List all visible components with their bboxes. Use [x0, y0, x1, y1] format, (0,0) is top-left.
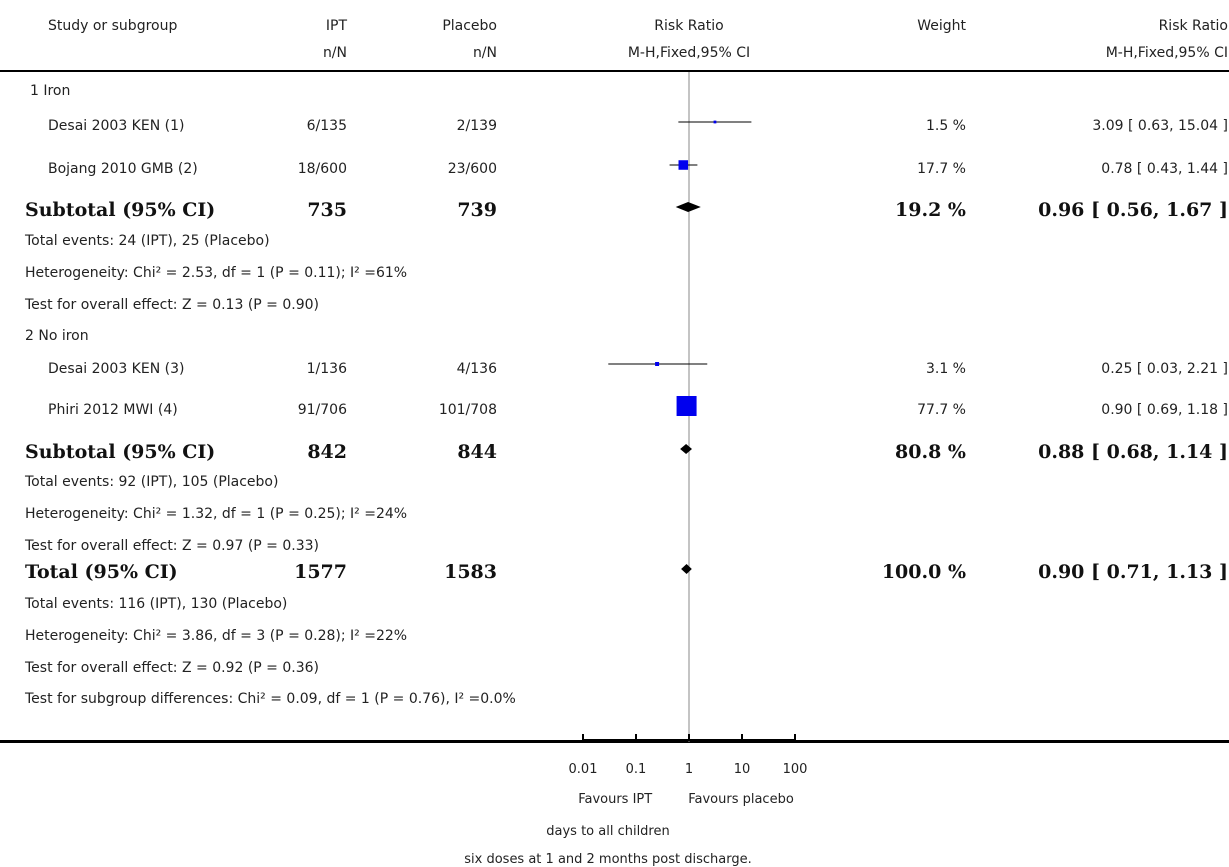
total-label: Total (95% CI) [25, 561, 178, 583]
header-exp: IPT [325, 18, 347, 34]
total-weight: 100.0 % [881, 561, 966, 583]
pooled-diamond [675, 202, 701, 212]
subtotal-exp: 842 [307, 441, 347, 463]
header-ctrl: Placebo [442, 18, 497, 34]
total-ci: 0.90 [ 0.71, 1.13 ] [1038, 561, 1228, 583]
study-ctrl: 23/600 [447, 161, 497, 177]
subtotal-ci: 0.88 [ 0.68, 1.14 ] [1038, 441, 1228, 463]
x-tick-label: 10 [734, 762, 751, 777]
x-tick-label: 1 [685, 762, 693, 777]
study-exp: 91/706 [297, 402, 347, 418]
study-ci: 0.90 [ 0.69, 1.18 ] [1101, 402, 1228, 418]
subtotal-label: Subtotal (95% CI) [25, 199, 216, 221]
events-text: Total events: 92 (IPT), 105 (Placebo) [25, 474, 279, 490]
study-weight: 17.7 % [917, 161, 966, 177]
header-rr: Risk Ratio [1158, 18, 1228, 34]
header-plot-sub: M-H,Fixed,95% CI [627, 45, 751, 61]
subtotal-ci: 0.96 [ 0.56, 1.67 ] [1038, 199, 1228, 221]
study-ctrl: 101/708 [438, 402, 497, 418]
events-text: Total events: 24 (IPT), 25 (Placebo) [25, 233, 270, 249]
study-name: Bojang 2010 GMB (2) [48, 161, 198, 177]
subtotal-weight: 80.8 % [895, 441, 966, 463]
footer-rule [0, 740, 1229, 743]
favours-labels: Favours IPT Favours placebo [566, 793, 806, 806]
group-label: 2 No iron [25, 328, 89, 344]
heterogeneity-text: Heterogeneity: Chi² = 3.86, df = 3 (P = … [25, 628, 408, 644]
favours-left-label: Favours IPT [578, 792, 653, 807]
pooled-diamond [681, 564, 692, 574]
study-name: Desai 2003 KEN (1) [48, 118, 185, 134]
study-weight: 3.1 % [925, 361, 966, 377]
x-tick-label: 0.1 [626, 762, 647, 777]
study-name: Desai 2003 KEN (3) [48, 361, 185, 377]
total-ctrl: 1583 [444, 561, 497, 583]
x-tick-label: 0.01 [569, 762, 598, 777]
study-marker [678, 160, 689, 170]
subtotal-ctrl: 739 [457, 199, 497, 221]
overall-effect-text: Test for overall effect: Z = 0.92 (P = 0… [25, 660, 319, 676]
favours-right-label: Favours placebo [688, 792, 794, 807]
study-exp: 18/600 [297, 161, 347, 177]
study-name: Phiri 2012 MWI (4) [48, 402, 178, 418]
subtotal-exp: 735 [307, 199, 347, 221]
subtotal-ctrl: 844 [457, 441, 497, 463]
x-tick-label: 100 [783, 762, 808, 777]
study-marker [676, 396, 697, 416]
subtotal-weight: 19.2 % [895, 199, 966, 221]
header-ctrl-sub: n/N [472, 45, 497, 61]
header-rr-sub: M-H,Fixed,95% CI [1105, 45, 1228, 61]
header-study: Study or subgroup [48, 18, 178, 34]
footnote-1: days to all children [546, 824, 670, 839]
study-exp: 1/136 [306, 361, 347, 377]
study-ci: 0.25 [ 0.03, 2.21 ] [1101, 361, 1228, 377]
study-ctrl: 4/136 [456, 361, 497, 377]
header-rule [0, 70, 1229, 72]
heterogeneity-text: Heterogeneity: Chi² = 1.32, df = 1 (P = … [25, 506, 408, 522]
study-ci: 0.78 [ 0.43, 1.44 ] [1101, 161, 1228, 177]
total-exp: 1577 [294, 561, 347, 583]
study-ctrl: 2/139 [456, 118, 497, 134]
study-weight: 77.7 % [917, 402, 966, 418]
subtotal-label: Subtotal (95% CI) [25, 441, 216, 463]
overall-effect-text: Test for overall effect: Z = 0.13 (P = 0… [25, 297, 319, 313]
header-exp-sub: n/N [322, 45, 347, 61]
study-weight: 1.5 % [925, 118, 966, 134]
study-ci: 3.09 [ 0.63, 15.04 ] [1092, 118, 1228, 134]
study-marker [713, 120, 717, 124]
heterogeneity-text: Heterogeneity: Chi² = 2.53, df = 1 (P = … [25, 265, 408, 281]
overall-effect-text: Test for overall effect: Z = 0.97 (P = 0… [25, 538, 319, 554]
subgroup-test-text: Test for subgroup differences: Chi² = 0.… [25, 691, 516, 707]
events-text: Total events: 116 (IPT), 130 (Placebo) [25, 596, 288, 612]
group-label: 1 Iron [30, 83, 71, 99]
header-plot: Risk Ratio [654, 18, 724, 34]
footnote-2: six doses at 1 and 2 months post dischar… [464, 852, 752, 867]
pooled-diamond [680, 444, 693, 454]
study-exp: 6/135 [306, 118, 347, 134]
header-weight: Weight [917, 18, 966, 34]
study-marker [655, 362, 660, 366]
